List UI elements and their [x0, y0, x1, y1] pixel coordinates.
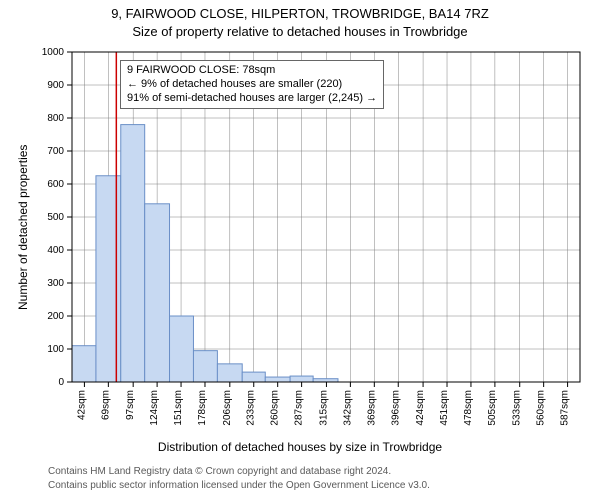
svg-text:900: 900	[47, 80, 64, 91]
svg-text:500: 500	[47, 212, 64, 223]
svg-text:100: 100	[47, 344, 64, 355]
svg-text:0: 0	[58, 377, 64, 388]
svg-text:600: 600	[47, 179, 64, 190]
svg-text:233sqm: 233sqm	[246, 390, 257, 426]
svg-text:200: 200	[47, 311, 64, 322]
svg-text:69sqm: 69sqm	[100, 390, 111, 420]
svg-text:42sqm: 42sqm	[76, 390, 87, 420]
svg-text:587sqm: 587sqm	[560, 390, 571, 426]
svg-text:300: 300	[47, 278, 64, 289]
property-annotation-box: 9 FAIRWOOD CLOSE: 78sqm ← 9% of detached…	[120, 60, 384, 109]
svg-text:151sqm: 151sqm	[173, 390, 184, 426]
svg-text:97sqm: 97sqm	[125, 390, 136, 420]
footer-credit-line2: Contains public sector information licen…	[48, 480, 430, 491]
svg-text:451sqm: 451sqm	[439, 390, 450, 426]
svg-text:287sqm: 287sqm	[294, 390, 305, 426]
svg-text:124sqm: 124sqm	[149, 390, 160, 426]
svg-text:396sqm: 396sqm	[390, 390, 401, 426]
svg-text:478sqm: 478sqm	[463, 390, 474, 426]
svg-text:342sqm: 342sqm	[342, 390, 353, 426]
annotation-line-larger: 91% of semi-detached houses are larger (…	[127, 92, 377, 106]
svg-text:1000: 1000	[42, 47, 65, 58]
annotation-line-smaller: ← 9% of detached houses are smaller (220…	[127, 78, 377, 92]
svg-text:560sqm: 560sqm	[536, 390, 547, 426]
svg-text:533sqm: 533sqm	[512, 390, 523, 426]
y-axis-label: Number of detached properties	[16, 145, 30, 310]
annotation-line-size: 9 FAIRWOOD CLOSE: 78sqm	[127, 64, 377, 78]
svg-text:260sqm: 260sqm	[270, 390, 281, 426]
svg-text:400: 400	[47, 245, 64, 256]
svg-text:315sqm: 315sqm	[318, 390, 329, 426]
svg-text:206sqm: 206sqm	[222, 390, 233, 426]
svg-text:178sqm: 178sqm	[197, 390, 208, 426]
svg-text:700: 700	[47, 146, 64, 157]
x-axis-label: Distribution of detached houses by size …	[0, 440, 600, 454]
svg-text:505sqm: 505sqm	[487, 390, 498, 426]
svg-text:369sqm: 369sqm	[366, 390, 377, 426]
footer-credit-line1: Contains HM Land Registry data © Crown c…	[48, 466, 391, 477]
svg-text:800: 800	[47, 113, 64, 124]
svg-text:424sqm: 424sqm	[415, 390, 426, 426]
